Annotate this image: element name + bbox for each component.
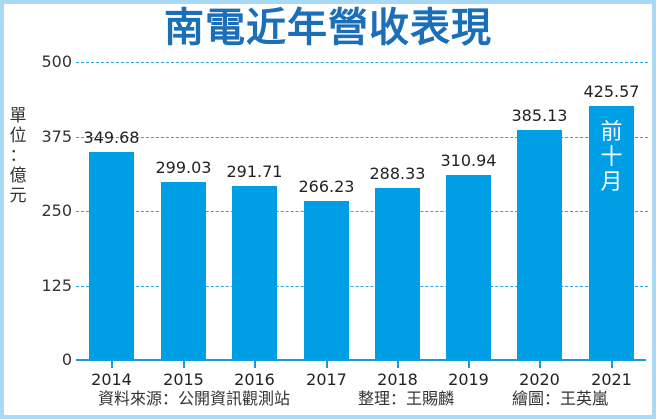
value-label-2019: 310.94 (440, 150, 497, 170)
x-label-2020: 2020 (519, 370, 560, 389)
x-tick (538, 361, 541, 368)
x-tick (325, 361, 328, 368)
x-tick (610, 361, 613, 368)
chart-title: 南電近年營收表現 (164, 5, 492, 51)
x-label-2015: 2015 (163, 370, 204, 389)
y-tick-0: 0 (61, 350, 72, 369)
y-axis-unit-label: 單 位 ： 億 元 (8, 106, 28, 206)
gridline-250 (76, 211, 648, 212)
x-tick (396, 361, 399, 368)
x-axis-line (76, 359, 646, 361)
value-label-2016: 291.71 (226, 162, 283, 182)
x-label-2016: 2016 (234, 370, 275, 389)
bar-2020 (517, 130, 562, 360)
footer-compiled-by: 整理：王賜麟 (358, 389, 455, 408)
value-label-2020: 385.13 (511, 106, 568, 126)
bar-2017 (304, 201, 349, 360)
y-tick-125: 125 (41, 276, 72, 295)
gridline-500 (76, 62, 648, 63)
y-tick-500: 500 (41, 52, 72, 71)
gridline-375 (76, 137, 648, 138)
y-tick-250: 250 (41, 201, 72, 220)
bar-2019 (446, 174, 491, 360)
x-tick (467, 361, 470, 368)
x-tick (110, 361, 113, 368)
unit-char: 元 (9, 186, 27, 206)
value-label-2014: 349.68 (83, 127, 140, 147)
x-label-2014: 2014 (91, 370, 132, 389)
annotation-char: 十 (600, 145, 623, 171)
x-tick (253, 361, 256, 368)
x-label-2019: 2019 (448, 370, 489, 389)
unit-char: 位 (9, 126, 27, 146)
x-tick (182, 361, 185, 368)
x-label-2021: 2021 (591, 370, 632, 389)
footer-drawn-by: 繪圖：王英嵐 (512, 389, 609, 408)
bar-annotation: 前十月 (589, 120, 634, 195)
footer-source: 資料來源：公開資訊觀測站 (98, 389, 291, 408)
unit-char: 億 (9, 166, 27, 186)
x-label-2017: 2017 (306, 370, 347, 389)
y-tick-375: 375 (41, 127, 72, 146)
bar-2014 (89, 151, 134, 360)
value-label-2017: 266.23 (298, 177, 355, 197)
value-label-2018: 288.33 (369, 164, 426, 184)
x-label-2018: 2018 (377, 370, 418, 389)
bar-2016 (232, 186, 277, 360)
bar-2018 (375, 188, 420, 360)
value-label-2021: 425.57 (583, 82, 640, 102)
unit-char: 單 (9, 106, 27, 126)
bar-2021: 前十月 (589, 106, 634, 360)
annotation-char: 前 (600, 120, 623, 146)
annotation-char: 月 (600, 170, 623, 196)
unit-char: ： (9, 146, 27, 166)
bar-2015 (161, 181, 206, 360)
value-label-2015: 299.03 (155, 157, 212, 177)
gridline-125 (76, 286, 648, 287)
